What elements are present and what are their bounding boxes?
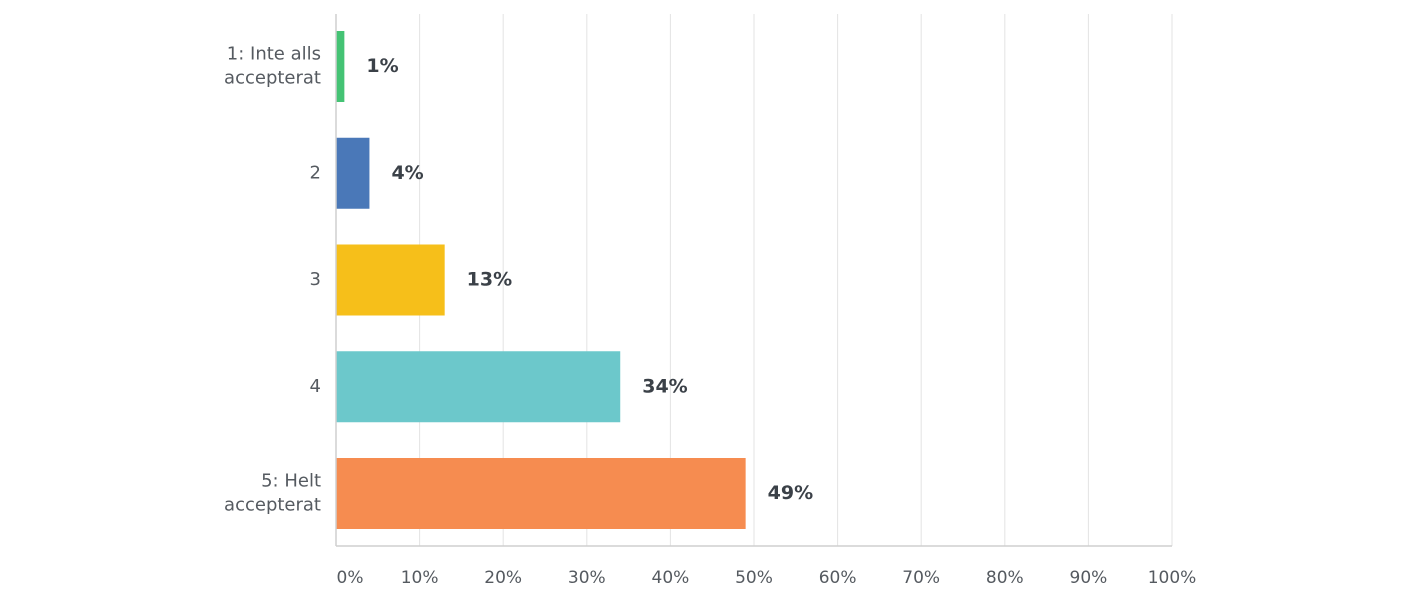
- category-label-line: 3: [310, 269, 321, 290]
- bar: [336, 244, 445, 316]
- category-label-line: 5: Helt: [261, 471, 321, 492]
- bars: [336, 31, 746, 529]
- category-label-line: accepterat: [224, 68, 321, 89]
- category-label: 2: [310, 162, 321, 183]
- x-tick-label: 50%: [735, 568, 773, 588]
- gridlines: [419, 14, 1173, 546]
- x-tick-label: 90%: [1070, 568, 1108, 588]
- category-label: 1: Inte alls accepterat: [224, 44, 321, 89]
- bar-value-label: 13%: [467, 269, 512, 291]
- bar-value-label: 49%: [768, 482, 813, 504]
- category-label-line: 4: [310, 376, 321, 397]
- x-tick-label: 80%: [986, 568, 1024, 588]
- category-label: 3: [310, 269, 321, 290]
- category-label: 4: [310, 376, 321, 397]
- x-tick-label: 100%: [1148, 568, 1197, 588]
- bar: [336, 31, 345, 102]
- x-tick-label: 70%: [902, 568, 940, 588]
- category-label-line: 2: [310, 162, 321, 183]
- category-label-line: 1: Inte alls: [227, 44, 321, 65]
- x-tick-label: 10%: [401, 568, 439, 588]
- x-tick-label: 40%: [652, 568, 690, 588]
- category-label-line: accepterat: [224, 495, 321, 516]
- bar: [336, 458, 746, 529]
- bar-value-label: 34%: [642, 375, 687, 397]
- x-tick-label: 0%: [337, 568, 364, 588]
- bar: [336, 137, 370, 209]
- axes: [335, 14, 1172, 547]
- x-tick-label: 30%: [568, 568, 606, 588]
- labels: 0% 10% 20% 30% 40% 50% 60% 70% 80% 90% 100% 1% 1: In…: [224, 44, 1196, 589]
- category-label: 5: Helt accepterat: [224, 471, 321, 516]
- x-tick-label: 60%: [819, 568, 857, 588]
- bar-value-label: 1%: [366, 55, 398, 77]
- bar-value-label: 4%: [391, 162, 423, 184]
- x-tick-label: 20%: [484, 568, 522, 588]
- bar: [336, 351, 621, 423]
